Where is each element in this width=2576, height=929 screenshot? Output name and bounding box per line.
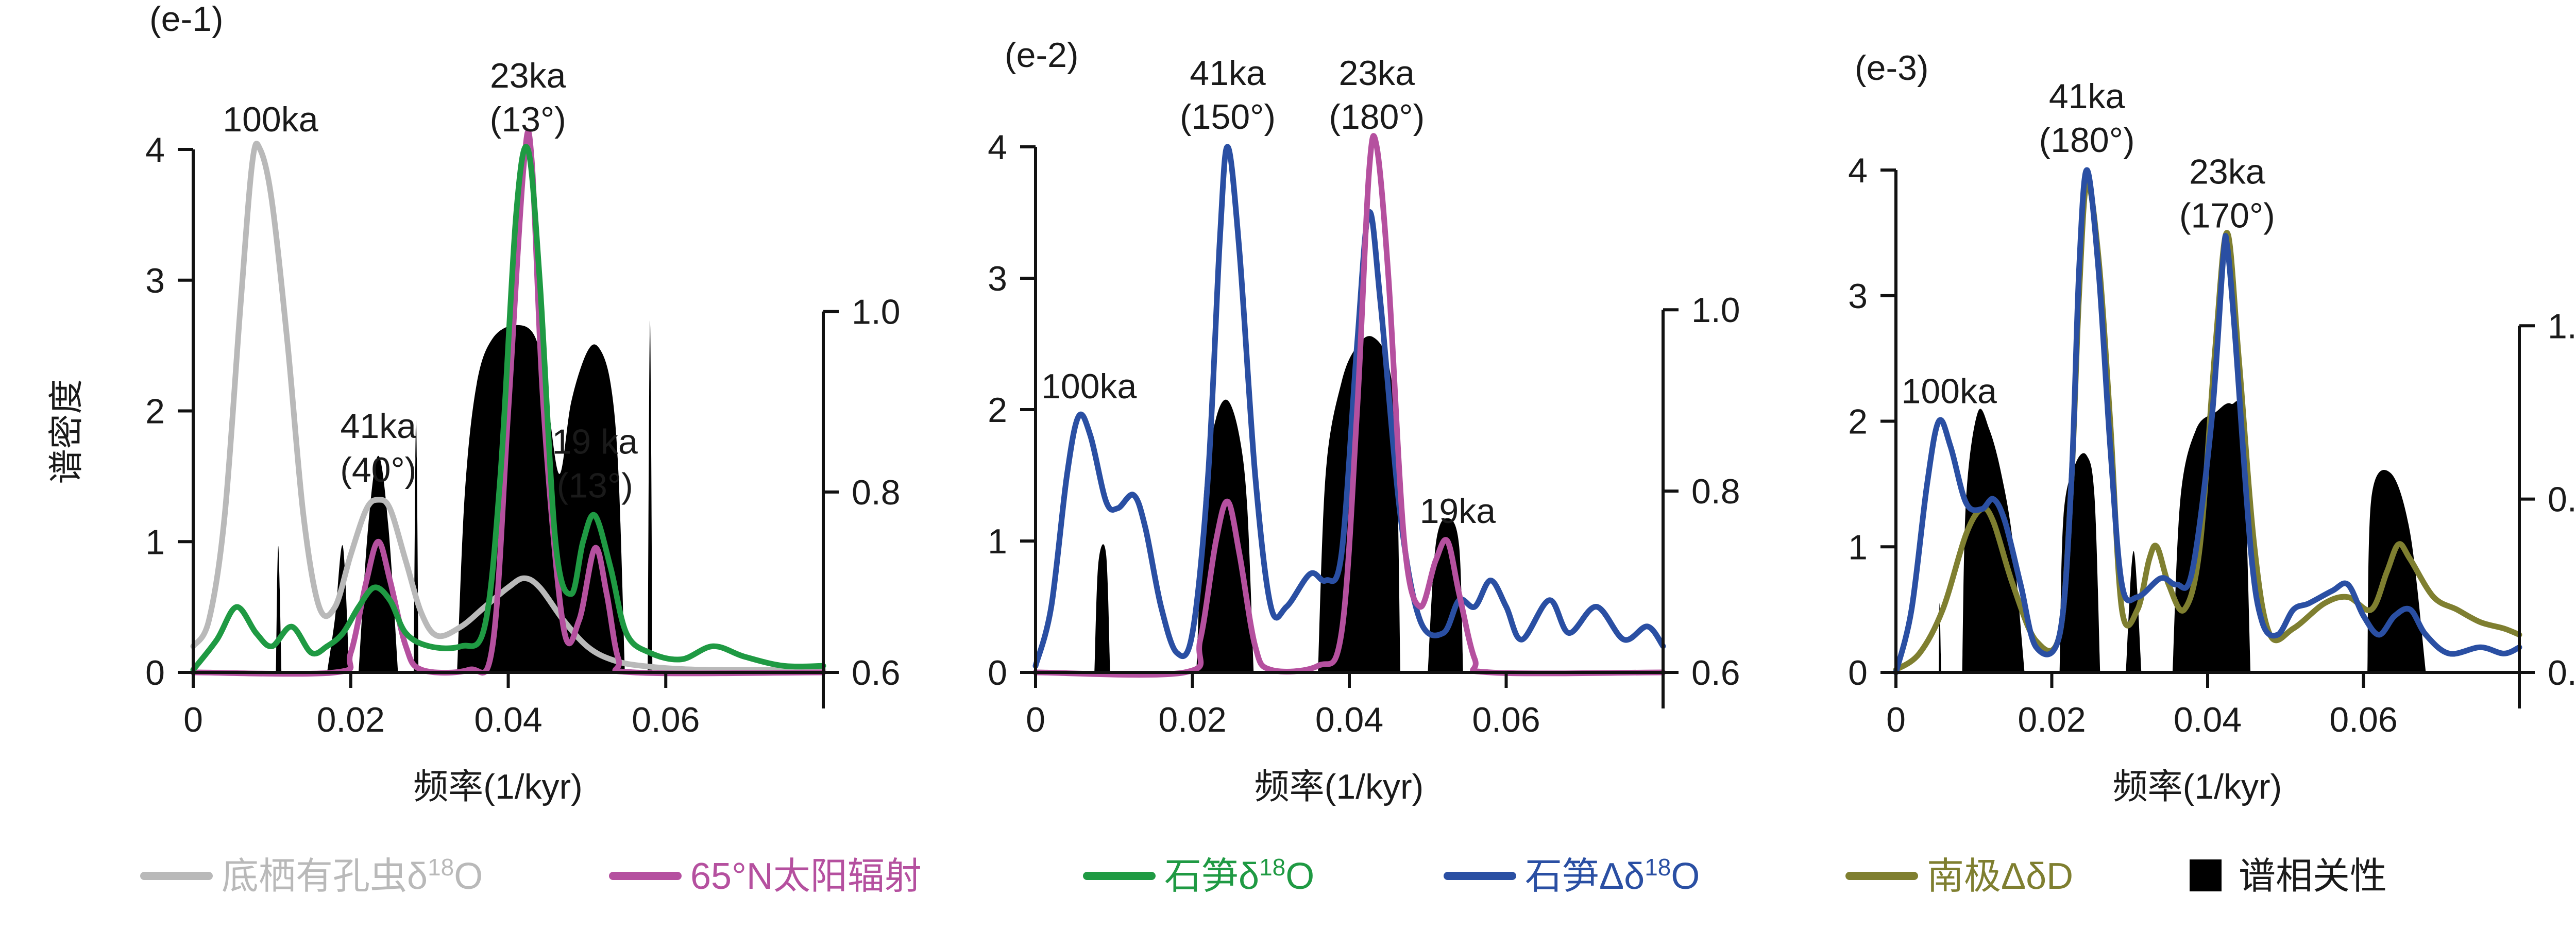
coherence-fill — [1094, 336, 1463, 672]
legend-label: 底栖有孔虫δ18O — [222, 854, 483, 897]
x-tick-label: 0.06 — [1472, 700, 1540, 739]
axes: 0 1 2 3 4 0 0.02 0.04 0.06 0.6 0.8 1.0 — [988, 128, 1740, 739]
legend-item-insolation: 65°N太阳辐射 — [609, 856, 922, 897]
y-tick-label: 3 — [145, 261, 165, 300]
peak-annotation: 41ka — [1190, 54, 1266, 93]
y2-tick-label: 1.0 — [2548, 307, 2576, 346]
legend-item-antarctic: 南极ΔδD — [1845, 856, 2073, 897]
y2-tick-label: 0.8 — [2548, 480, 2576, 519]
x-tick-label: 0.04 — [2174, 700, 2242, 739]
legend: 底栖有孔虫δ18O 65°N太阳辐射 石笋δ18O 石笋Δδ18O 南极ΔδD 谱相关性 — [140, 854, 2387, 897]
x-axis-title: 频率(1/kyr) — [1255, 767, 1424, 806]
panel-label: (e-2) — [1005, 36, 1079, 75]
coherence-region — [1962, 409, 2025, 672]
panel-label: (e-1) — [149, 0, 224, 39]
legend-label: 65°N太阳辐射 — [690, 856, 922, 897]
chart-panel-1: 0 1 2 3 4 0 0.02 0.04 0.06 0.6 0.8 1.0 频率(1/kyr) 谱密度 (… — [47, 0, 901, 806]
x-tick-label: 0.06 — [2329, 700, 2397, 739]
coherence-region — [2172, 401, 2251, 672]
series-line-insolation — [190, 128, 826, 677]
y-tick-label: 0 — [1848, 653, 1868, 692]
coherence-region — [276, 546, 282, 672]
series-line-benthic — [190, 141, 826, 673]
peak-annotation: 100ka — [1041, 367, 1137, 406]
peak-annotation-sub: (180°) — [1329, 97, 1425, 137]
y2-tick-label: 0.8 — [852, 473, 901, 512]
peak-annotation: 23ka — [490, 56, 566, 95]
y2-tick-label: 1.0 — [1691, 291, 1740, 330]
coherence-region — [1318, 336, 1400, 672]
x-tick-label: 0 — [1886, 700, 1906, 739]
peak-annotation-sub: (13°) — [490, 100, 566, 139]
y-tick-label: 4 — [1848, 151, 1868, 190]
legend-label: 南极ΔδD — [1927, 856, 2073, 897]
peak-annotation: 19ka — [1420, 492, 1496, 531]
x-tick-label: 0.06 — [632, 700, 700, 739]
legend-swatch — [2190, 859, 2222, 891]
peak-annotation: 100ka — [223, 100, 318, 139]
x-tick-label: 0.02 — [317, 700, 385, 739]
coherence-region — [2367, 469, 2426, 672]
y2-tick-label: 0.6 — [2548, 653, 2576, 692]
legend-item-speleo_delta: 石笋Δδ18O — [1444, 854, 1700, 897]
legend-item-speleo: 石笋δ18O — [1083, 854, 1314, 897]
axes: 0 1 2 3 4 0 0.02 0.04 0.06 0.6 0.8 1.0 — [145, 130, 900, 739]
series-line-insolation — [1032, 133, 1666, 678]
legend-item-benthic: 底栖有孔虫δ18O — [140, 854, 483, 897]
y2-tick-label: 1.0 — [852, 293, 901, 332]
x-tick-label: 0.02 — [1158, 700, 1226, 739]
peak-annotation: 41ka — [341, 407, 417, 446]
peak-annotation-sub: (13°) — [557, 466, 633, 505]
series-line-speleo — [190, 144, 826, 673]
y-tick-label: 1 — [145, 522, 165, 562]
series-line-antarctic — [1893, 179, 2522, 673]
y-tick-label: 4 — [145, 130, 165, 170]
y2-tick-label: 0.8 — [1691, 472, 1740, 511]
x-axis-title: 频率(1/kyr) — [413, 767, 583, 806]
y-tick-label: 0 — [988, 653, 1007, 692]
y-axis-title-left: 谱密度 — [47, 379, 86, 484]
peak-annotation: 19 ka — [552, 423, 638, 462]
peak-annotation-sub: (180°) — [2039, 121, 2135, 160]
peak-annotation-sub: (170°) — [2179, 196, 2275, 235]
y2-tick-label: 0.6 — [1691, 653, 1740, 692]
peak-annotation: 41ka — [2049, 77, 2125, 116]
x-tick-label: 0.02 — [2018, 700, 2086, 739]
x-axis-title: 频率(1/kyr) — [2113, 767, 2282, 806]
coherence-region — [359, 455, 398, 672]
chart-panel-3: 0123400.020.040.060.60.81.0频率(1/kyr)谱相关性… — [1848, 48, 2576, 806]
y-tick-label: 3 — [1848, 277, 1868, 316]
y-tick-label: 0 — [145, 653, 165, 692]
panel-label: (e-3) — [1855, 48, 1929, 88]
peak-annotation-sub: (150°) — [1180, 97, 1276, 137]
y-tick-label: 2 — [145, 392, 165, 431]
coherence-region — [1094, 544, 1110, 672]
x-tick-label: 0 — [1026, 700, 1045, 739]
y-tick-label: 3 — [988, 259, 1007, 298]
legend-label: 石笋δ18O — [1164, 854, 1314, 897]
peak-annotation-sub: (40°) — [340, 450, 416, 489]
legend-label: 石笋Δδ18O — [1525, 854, 1700, 897]
y-tick-label: 2 — [988, 391, 1007, 430]
axes: 0 1 2 3 4 0 0.02 0.04 0.06 0.6 0.8 1.0 — [1848, 151, 2576, 739]
x-tick-label: 0.04 — [474, 700, 542, 739]
peak-annotation: 100ka — [1902, 372, 1997, 411]
y-tick-label: 1 — [1848, 528, 1868, 567]
y-tick-label: 4 — [988, 128, 1007, 167]
coherence-region — [648, 320, 653, 672]
y2-tick-label: 0.6 — [852, 653, 901, 692]
legend-item-coherence: 谱相关性 — [2190, 856, 2387, 897]
series-line-speleo_delta — [1032, 144, 1666, 669]
x-tick-label: 0.04 — [1315, 700, 1383, 739]
legend-label: 谱相关性 — [2239, 856, 2387, 897]
chart-panel-2: 0 1 2 3 4 0 0.02 0.04 0.06 0.6 0.8 1.0 频率(1/kyr) (e-2… — [988, 36, 1740, 806]
y-tick-label: 1 — [988, 522, 1007, 561]
peak-annotation: 23ka — [1339, 54, 1415, 93]
y-tick-label: 2 — [1848, 402, 1868, 442]
peak-annotation: 23ka — [2189, 152, 2265, 191]
x-tick-label: 0 — [183, 700, 203, 739]
series-line-speleo_delta — [1893, 167, 2522, 675]
